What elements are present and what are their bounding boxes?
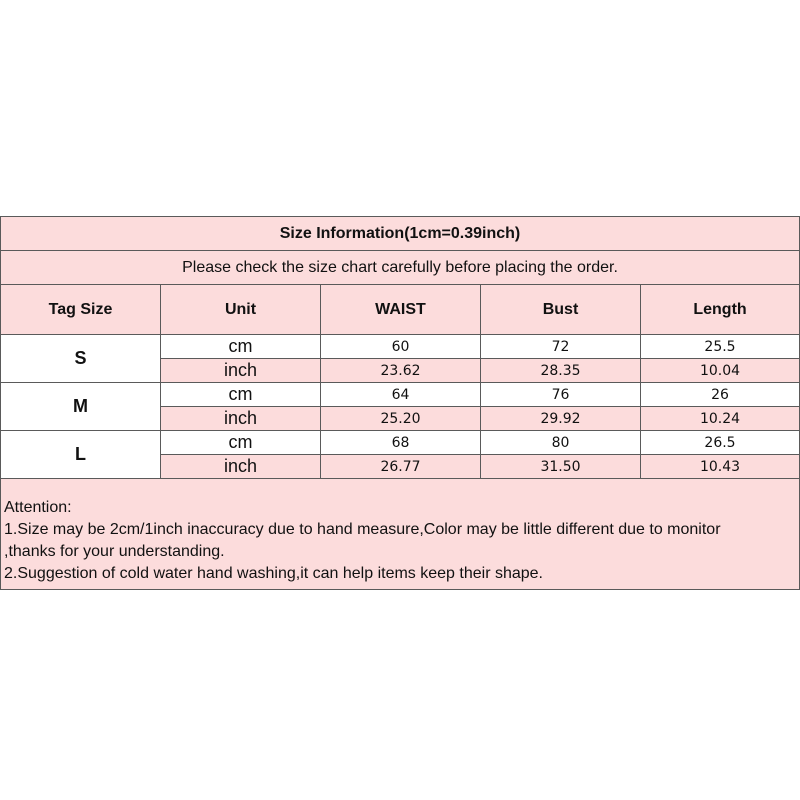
- unit-cell: inch: [160, 454, 321, 479]
- table-row: inch 23.62 28.35 10.04: [1, 358, 800, 383]
- value-cell: 68: [320, 430, 481, 455]
- tag-size-cell: M: [0, 382, 161, 431]
- tag-size-cell: S: [0, 334, 161, 383]
- attention-line: 1.Size may be 2cm/1inch inaccuracy due t…: [4, 521, 721, 538]
- value-cell: 60: [320, 334, 481, 359]
- attention-line: 2.Suggestion of cold water hand washing,…: [4, 565, 543, 582]
- unit-cell: cm: [160, 334, 321, 359]
- attention-note: Attention: 1.Size may be 2cm/1inch inaccu…: [0, 478, 800, 590]
- header-unit: Unit: [160, 284, 321, 335]
- tag-size-cell: L: [0, 430, 161, 479]
- attention-line: ,thanks for your understanding.: [4, 543, 225, 560]
- value-cell: 28.35: [480, 358, 641, 383]
- value-cell: 64: [320, 382, 481, 407]
- attention-line: Attention:: [4, 499, 72, 516]
- value-cell: 29.92: [480, 406, 641, 431]
- value-cell: 72: [480, 334, 641, 359]
- table-subtitle: Please check the size chart carefully be…: [0, 250, 800, 285]
- value-cell: 26: [639, 382, 800, 407]
- value-cell: 31.50: [480, 454, 641, 479]
- unit-cell: inch: [160, 406, 321, 431]
- table-title: Size Information(1cm=0.39inch): [0, 216, 800, 251]
- unit-cell: cm: [160, 382, 321, 407]
- value-cell: 10.24: [639, 406, 800, 431]
- unit-cell: inch: [160, 358, 321, 383]
- table-row: inch 26.77 31.50 10.43: [1, 454, 800, 479]
- size-chart: Size Information(1cm=0.39inch) Please ch…: [0, 216, 800, 590]
- value-cell: 25.20: [320, 406, 481, 431]
- value-cell: 26.77: [320, 454, 481, 479]
- value-cell: 80: [480, 430, 641, 455]
- header-length: Length: [639, 284, 800, 335]
- value-cell: 76: [480, 382, 641, 407]
- value-cell: 23.62: [320, 358, 481, 383]
- size-table: Size Information(1cm=0.39inch) Please ch…: [0, 216, 800, 590]
- table-row: inch 25.20 29.92 10.24: [1, 406, 800, 431]
- unit-cell: cm: [160, 430, 321, 455]
- header-row: Tag Size Unit WAIST Bust Length: [0, 284, 800, 335]
- header-bust: Bust: [480, 284, 641, 335]
- value-cell: 26.5: [639, 430, 800, 455]
- value-cell: 10.43: [639, 454, 800, 479]
- header-waist: WAIST: [320, 284, 481, 335]
- header-tag-size: Tag Size: [0, 284, 161, 335]
- value-cell: 10.04: [639, 358, 800, 383]
- value-cell: 25.5: [639, 334, 800, 359]
